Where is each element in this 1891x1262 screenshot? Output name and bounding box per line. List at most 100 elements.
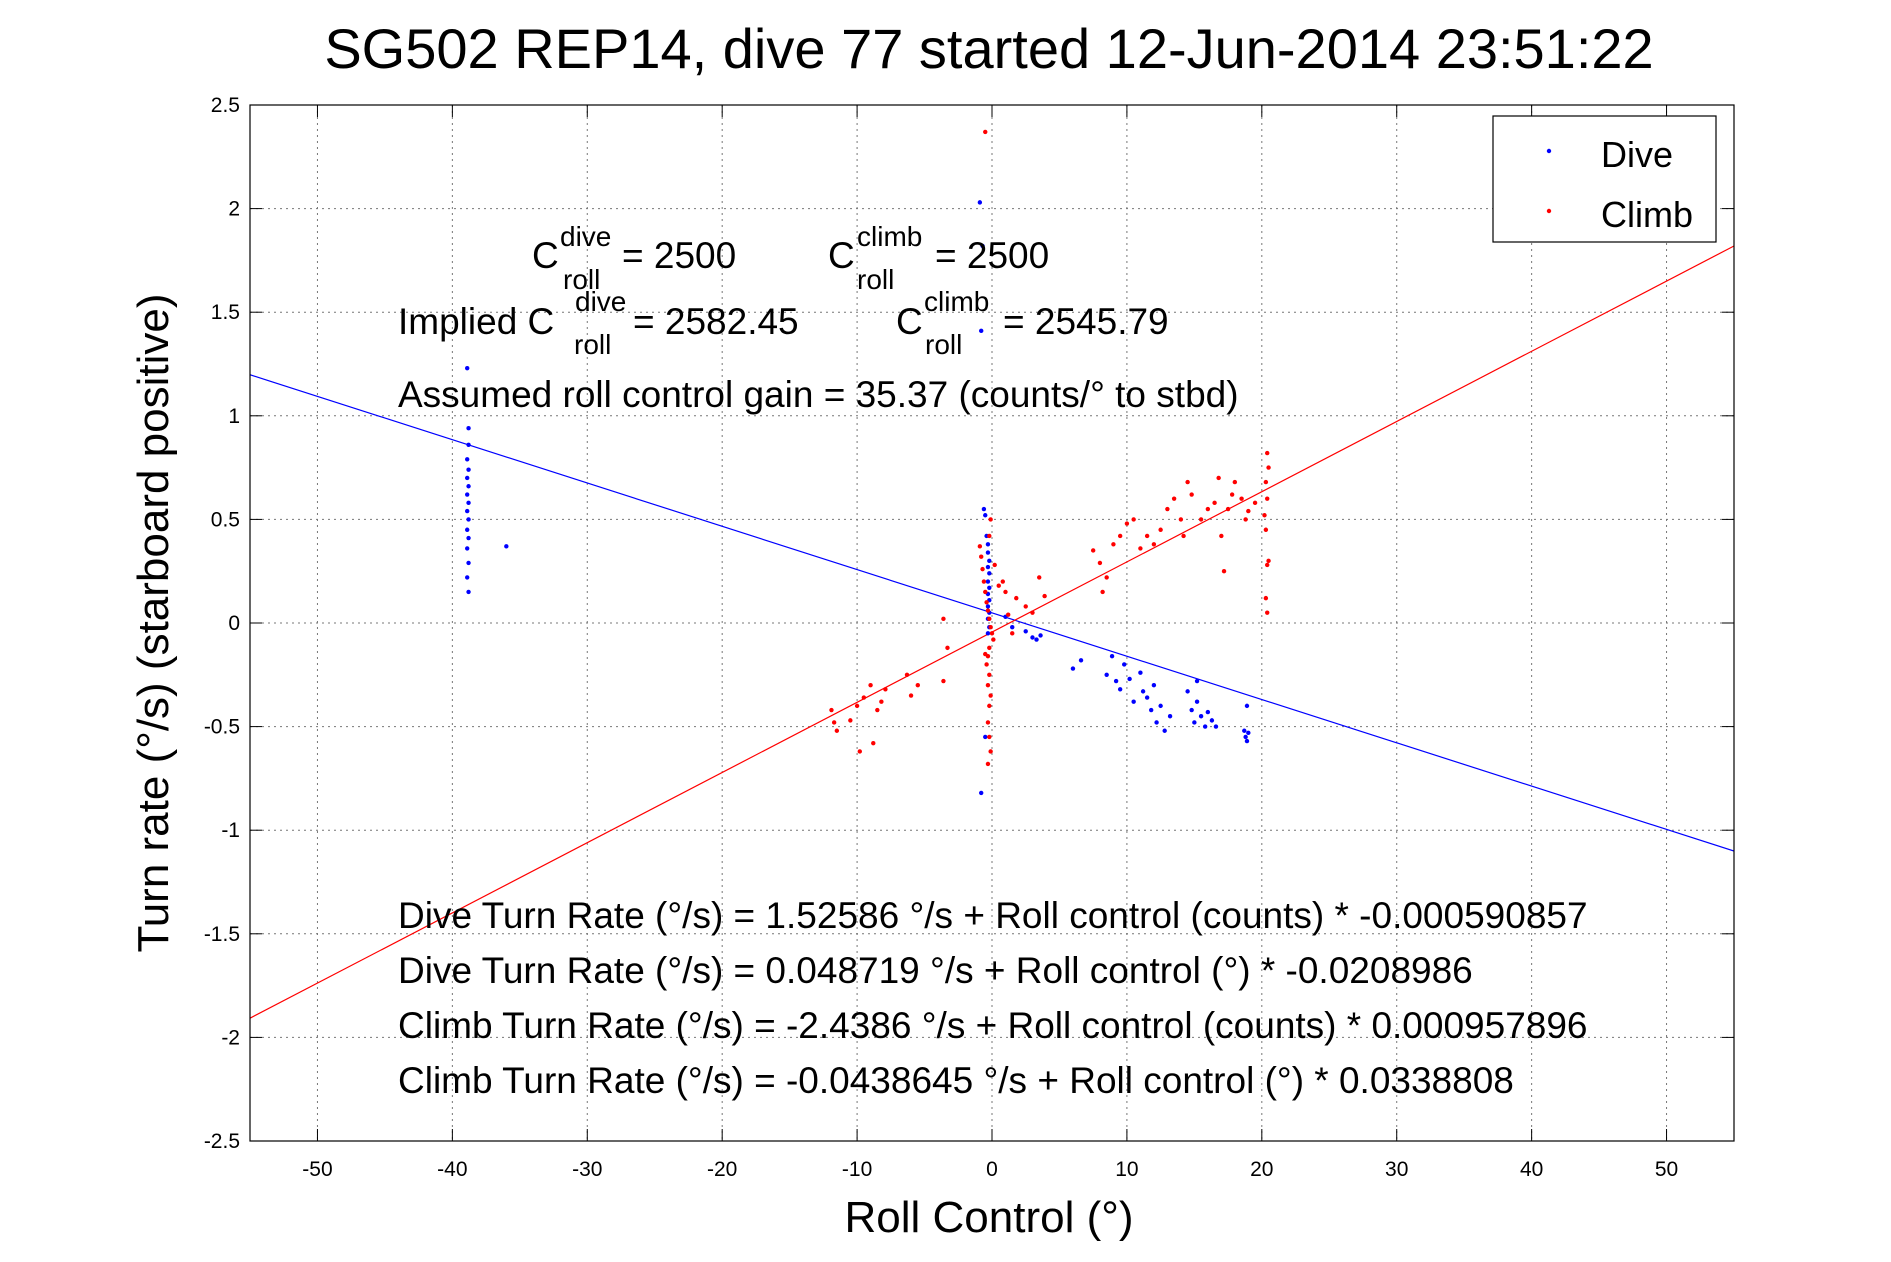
climb-point <box>1023 604 1028 609</box>
dive-point <box>1158 703 1163 709</box>
gain-annotation: Assumed roll control gain = 35.37 (count… <box>398 374 1239 415</box>
chart-title: SG502 REP14, dive 77 started 12-Jun-2014… <box>324 17 1653 80</box>
dive-point <box>985 579 991 584</box>
climb-point <box>984 662 989 667</box>
dive-point <box>465 527 470 532</box>
climb-point <box>981 579 987 584</box>
climb-point <box>1243 517 1248 522</box>
dive-point <box>983 734 988 740</box>
dive-point <box>1242 728 1247 733</box>
y-tick-label: 1 <box>228 405 240 428</box>
climb-point <box>1144 533 1150 539</box>
climb-point <box>831 720 837 725</box>
climb-point <box>1212 500 1217 506</box>
climb-point <box>1252 500 1258 506</box>
dive-point <box>985 564 991 570</box>
climb-point <box>983 129 988 135</box>
climb-point <box>977 544 983 549</box>
climb-point <box>983 589 988 595</box>
dive-point <box>1127 676 1132 682</box>
dive-point <box>1244 738 1250 744</box>
dive-point <box>465 365 470 371</box>
climb-point <box>1185 479 1190 485</box>
climb-point <box>988 517 993 522</box>
implied-dive-prefix: Implied C <box>398 301 554 342</box>
implied-dive-value: = 2582.45 <box>633 301 799 342</box>
dive-point <box>1038 633 1043 638</box>
climb-point <box>1225 506 1231 512</box>
climb-point <box>1042 593 1047 599</box>
climb-point <box>1219 533 1224 539</box>
x-axis-label: Roll Control (°) <box>845 1193 1134 1242</box>
dive-point <box>979 328 984 334</box>
climb-point <box>1181 533 1186 539</box>
climb-point <box>985 720 991 725</box>
c-roll-climb-sup: climb <box>857 221 922 252</box>
climb-point <box>1265 562 1270 568</box>
climb-point <box>834 728 840 733</box>
dive-point <box>466 517 471 522</box>
x-tick-label: 0 <box>986 1158 998 1181</box>
x-tick-label: 40 <box>1520 1158 1543 1181</box>
dive-point <box>1122 662 1127 667</box>
climb-point <box>1266 465 1271 470</box>
equation-dive-degrees: Dive Turn Rate (°/s) = 0.048719 °/s + Ro… <box>398 950 1473 991</box>
dive-point <box>1140 689 1146 694</box>
climb-point <box>1216 475 1221 481</box>
dive-point <box>1144 695 1150 700</box>
climb-point <box>1262 513 1267 518</box>
dive-point <box>1244 703 1250 709</box>
x-tick-label: 20 <box>1250 1158 1273 1181</box>
c-roll-dive-sup: dive <box>560 221 611 252</box>
x-tick-label: 50 <box>1655 1158 1678 1181</box>
climb-point <box>1263 527 1269 532</box>
climb-point <box>1198 517 1204 522</box>
c-roll-dive-base: C <box>532 235 559 276</box>
climb-point <box>1131 517 1136 522</box>
annotation-implied-dive: Implied C dive roll = 2582.45 <box>398 286 799 360</box>
climb-point <box>1000 579 1005 584</box>
climb-point <box>1171 496 1177 501</box>
dive-point <box>987 585 992 590</box>
climb-point <box>1010 631 1015 636</box>
c-roll-dive-sub: roll <box>563 264 600 295</box>
y-tick-label: 2.5 <box>211 94 240 117</box>
dive-point <box>1138 670 1143 675</box>
climb-point <box>871 740 876 746</box>
x-tick-label: 30 <box>1385 1158 1408 1181</box>
y-axis-label: Turn rate (°/s) (starboard positive) <box>129 293 178 952</box>
dive-point <box>987 571 992 576</box>
equation-dive-counts: Dive Turn Rate (°/s) = 1.52586 °/s + Rol… <box>398 895 1588 936</box>
climb-point <box>992 562 997 568</box>
dive-point <box>1131 699 1136 704</box>
dive-point <box>983 513 988 518</box>
legend: Dive Climb <box>1492 115 1717 243</box>
climb-point <box>1232 479 1238 485</box>
c-roll-dive-value: = 2500 <box>622 235 736 276</box>
dive-point <box>466 467 471 472</box>
climb-point <box>987 672 992 677</box>
climb-point <box>980 566 985 572</box>
y-tick-label: -1 <box>221 819 240 842</box>
climb-point <box>945 645 950 651</box>
x-tick-label: -40 <box>437 1158 467 1181</box>
dive-point <box>980 243 985 249</box>
climb-point <box>987 734 992 740</box>
dive-point <box>1198 714 1204 719</box>
x-tick-label: -50 <box>302 1158 332 1181</box>
dive-point <box>1194 678 1200 684</box>
implied-climb-value: = 2545.79 <box>1003 301 1169 342</box>
dive-point <box>985 631 991 636</box>
climb-point <box>989 631 995 636</box>
climb-point <box>988 749 993 754</box>
climb-point <box>988 693 993 698</box>
dive-point <box>1078 658 1084 663</box>
climb-point <box>988 624 993 630</box>
implied-climb-sub: roll <box>925 329 962 360</box>
dive-point <box>1205 709 1211 715</box>
dive-point <box>1117 687 1123 692</box>
climb-point <box>1003 589 1008 595</box>
x-tick-label: -30 <box>572 1158 602 1181</box>
y-tick-label: 0.5 <box>211 508 240 531</box>
c-roll-climb-sub: roll <box>857 264 894 295</box>
